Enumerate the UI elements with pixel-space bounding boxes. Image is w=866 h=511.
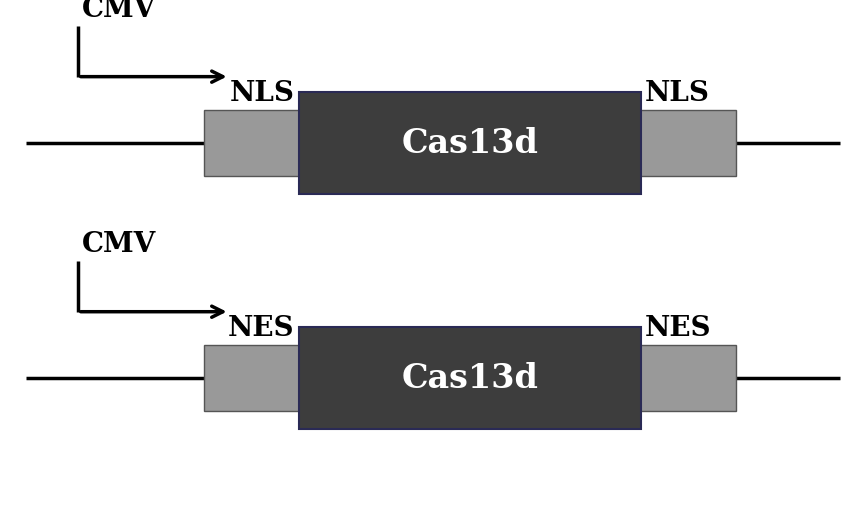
Bar <box>204 345 303 411</box>
Text: CMV: CMV <box>82 0 157 23</box>
Text: NLS: NLS <box>229 80 294 107</box>
Text: NLS: NLS <box>645 80 710 107</box>
Text: NES: NES <box>645 315 712 342</box>
Text: Cas13d: Cas13d <box>401 362 539 394</box>
Text: NES: NES <box>228 315 294 342</box>
Bar <box>299 92 641 194</box>
Bar <box>204 110 303 176</box>
Bar <box>637 110 736 176</box>
Text: Cas13d: Cas13d <box>401 127 539 159</box>
Bar <box>299 327 641 429</box>
Bar <box>637 345 736 411</box>
Text: CMV: CMV <box>82 231 157 258</box>
